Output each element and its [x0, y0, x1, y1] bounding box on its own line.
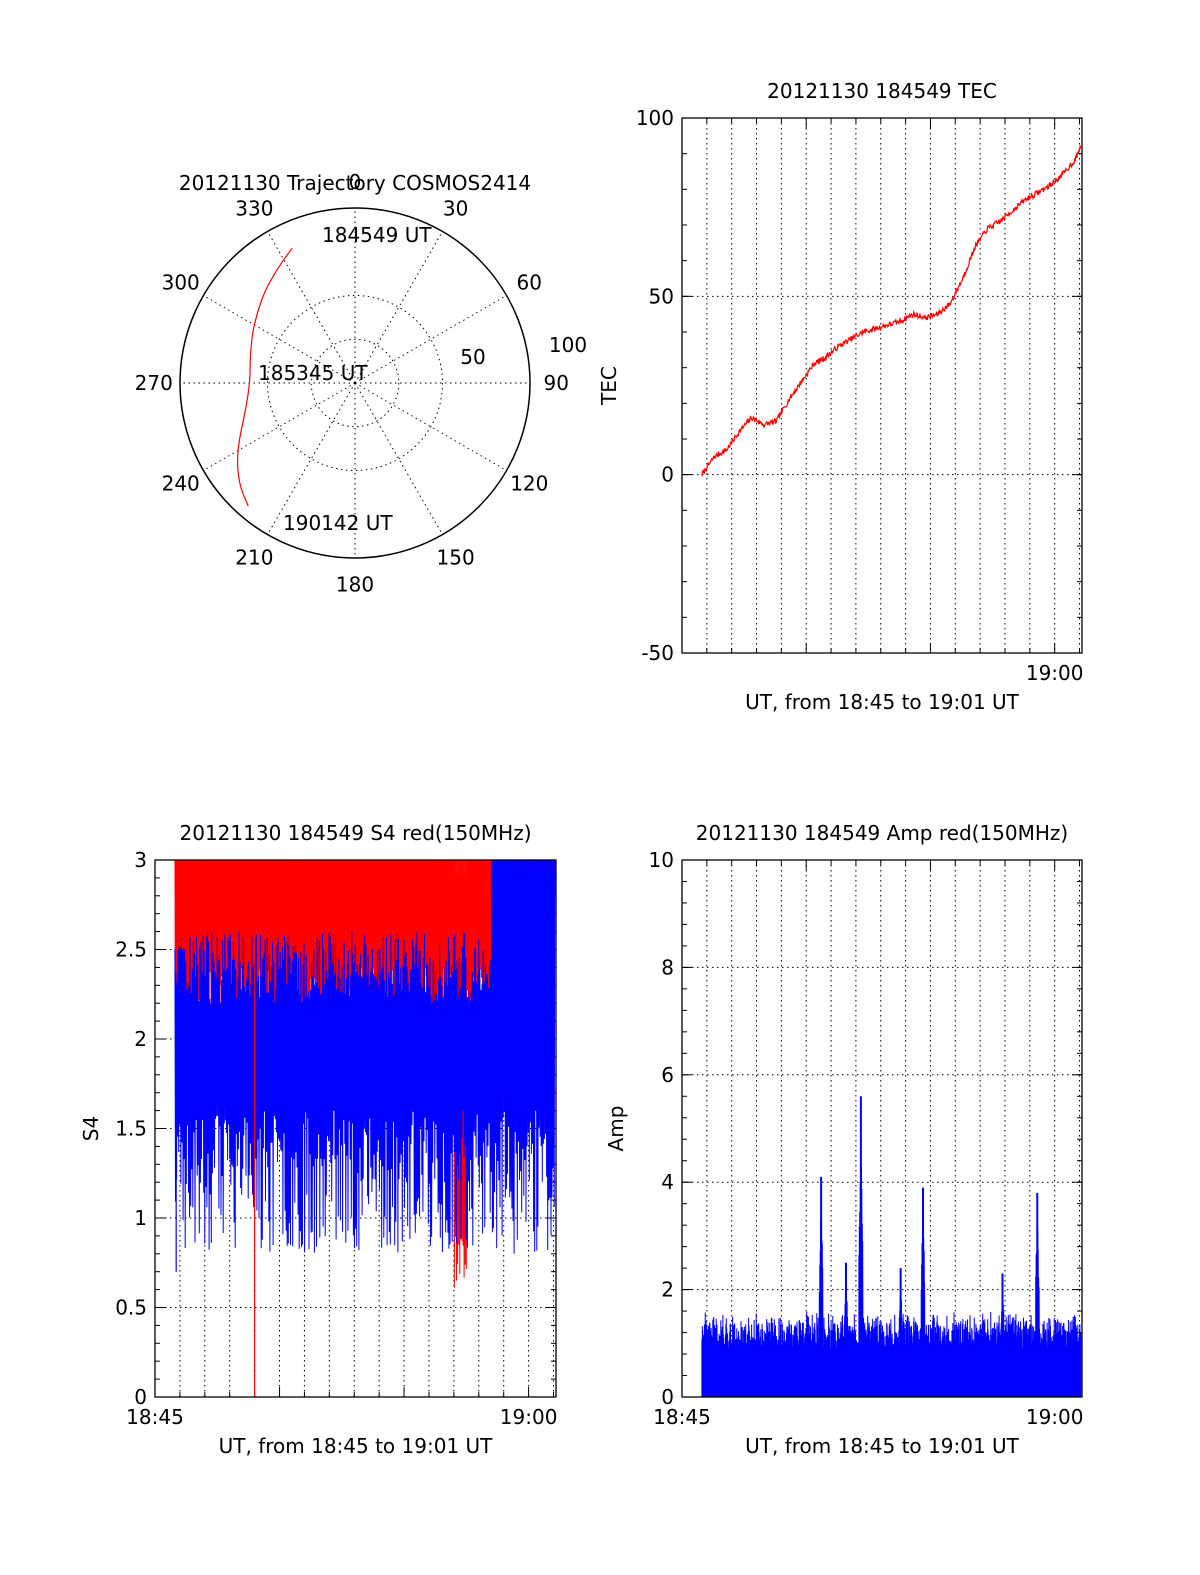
plot-frame	[154, 859, 557, 1398]
polar-angle-label: 30	[443, 197, 468, 221]
polar-angle-label: 90	[544, 371, 569, 395]
polar-spoke	[267, 382, 356, 535]
x-axis-label: UT, from 18:45 to 19:01 UT	[745, 1434, 1020, 1458]
tec-panel: 20121130 184549 TEC UT, from 18:45 to 19:…	[597, 79, 1083, 714]
polar-angle-label: 120	[510, 472, 548, 496]
trajectory-line	[237, 247, 293, 507]
polar-spoke	[203, 382, 356, 471]
polar-angle-label: 210	[235, 545, 273, 569]
y-tick-label: 1	[134, 1206, 147, 1230]
tec-series-line	[701, 145, 1082, 477]
s4-panel: 20121130 184549 S4 red(150MHz) UT, from 1…	[79, 821, 557, 1458]
polar-spoke	[354, 231, 443, 384]
x-tick-label: 18:45	[653, 1405, 711, 1429]
y-tick-label: 6	[661, 1063, 674, 1087]
polar-angle-label: 300	[162, 270, 200, 294]
polar-angle-label: 180	[336, 572, 374, 596]
polar-radial-label: 100	[549, 333, 587, 357]
y-tick-label: 8	[661, 955, 674, 979]
panel-title: 20121130 184549 Amp red(150MHz)	[696, 821, 1068, 845]
polar-ring	[267, 295, 443, 471]
panel-title: 20121130 184549 S4 red(150MHz)	[180, 821, 532, 845]
polar-spoke	[354, 382, 443, 535]
y-tick-label: 3	[134, 848, 147, 872]
x-tick-label: 19:00	[1026, 1405, 1084, 1429]
y-tick-label: 0	[134, 1385, 147, 1409]
trajectory-annotation: 184549 UT	[322, 223, 432, 247]
y-tick-label: 2.5	[115, 938, 147, 962]
polar-spoke	[354, 382, 507, 471]
polar-outer-circle	[179, 207, 531, 559]
y-tick-label: 2	[661, 1278, 674, 1302]
polar-title: 20121130 Trajectory COSMOS2414	[179, 171, 531, 195]
x-tick-label: 19:00	[500, 1405, 558, 1429]
polar-angle-label: 330	[235, 197, 273, 221]
y-tick-label: 10	[649, 848, 674, 872]
y-tick-label: 0.5	[115, 1296, 147, 1320]
trajectory-annotation: 190142 UT	[283, 511, 393, 535]
polar-spoke	[203, 295, 356, 384]
y-tick-label: 50	[649, 284, 674, 308]
x-axis-label: UT, from 18:45 to 19:01 UT	[219, 1434, 494, 1458]
polar-angle-label: 0	[349, 170, 362, 194]
trajectory-annotation: 185345 UT	[258, 361, 368, 385]
s4-blue-series	[174, 860, 556, 1254]
plot-frame	[681, 859, 1083, 1398]
polar-spoke	[267, 231, 356, 384]
polar-angle-label: 60	[517, 270, 542, 294]
panel-title: 20121130 184549 TEC	[767, 79, 997, 103]
y-axis-label: Amp	[604, 1106, 628, 1152]
y-tick-label: 2	[134, 1027, 147, 1051]
x-tick-label: 18:45	[126, 1405, 184, 1429]
polar-angle-label: 270	[135, 371, 173, 395]
x-tick-label: 19:00	[1026, 661, 1084, 685]
y-axis-label: S4	[79, 1116, 103, 1141]
x-axis-label: UT, from 18:45 to 19:01 UT	[745, 690, 1020, 714]
y-tick-label: 1.5	[115, 1117, 147, 1141]
polar-ring	[310, 338, 400, 428]
polar-spoke	[354, 295, 507, 384]
y-tick-label: 0	[661, 1385, 674, 1409]
amp-panel: 20121130 184549 Amp red(150MHz) UT, from …	[604, 821, 1083, 1458]
y-tick-label: -50	[641, 641, 674, 665]
polar-radial-label: 50	[460, 345, 485, 369]
plot-frame	[681, 117, 1083, 654]
y-tick-label: 100	[636, 106, 674, 130]
y-axis-label: TEC	[597, 366, 621, 406]
y-tick-label: 0	[661, 463, 674, 487]
amp-series	[701, 1113, 1082, 1398]
polar-angle-label: 150	[437, 545, 475, 569]
y-tick-label: 4	[661, 1170, 674, 1194]
polar-angle-label: 240	[162, 472, 200, 496]
s4-series-group	[174, 860, 556, 1397]
